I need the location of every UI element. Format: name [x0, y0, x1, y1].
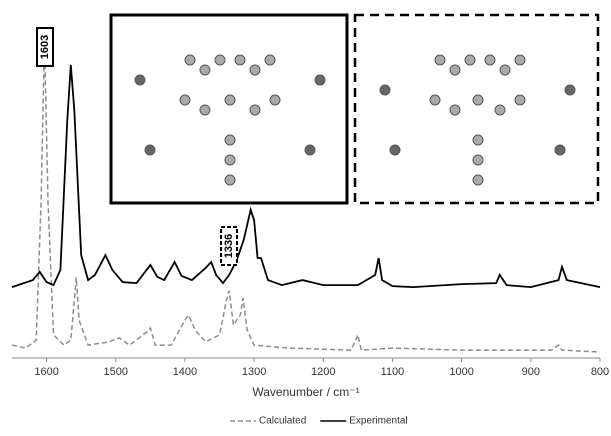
legend-label: Calculated: [259, 416, 306, 427]
x-tick-label: 1400: [173, 366, 197, 378]
annotation: 1603: [39, 35, 51, 59]
x-tick-label: 900: [522, 366, 540, 378]
inset-frame-dashed: [353, 13, 600, 205]
molecule-inset: [353, 13, 600, 205]
annotation: 1336: [223, 234, 235, 258]
x-tick-label: 800: [591, 366, 609, 378]
x-tick-label: 1300: [242, 366, 266, 378]
annotation-box: [36, 27, 54, 67]
inset-frame-solid: [109, 13, 349, 205]
series-line: [11, 39, 601, 353]
x-axis-label: Wavenumber / cm⁻¹: [252, 385, 359, 399]
x-tick-label: 1200: [311, 366, 335, 378]
molecule-sketch: [134, 54, 326, 186]
series-line: [11, 64, 601, 289]
x-tick-label: 1600: [34, 366, 58, 378]
annotation-box: [220, 226, 238, 266]
molecule-inset: [109, 13, 349, 205]
x-tick-label: 1100: [381, 366, 405, 378]
x-tick-label: 1000: [449, 366, 473, 378]
molecule-sketch: [379, 54, 576, 186]
x-tick-label: 1500: [104, 366, 128, 378]
legend-label: Experimental: [349, 416, 407, 427]
